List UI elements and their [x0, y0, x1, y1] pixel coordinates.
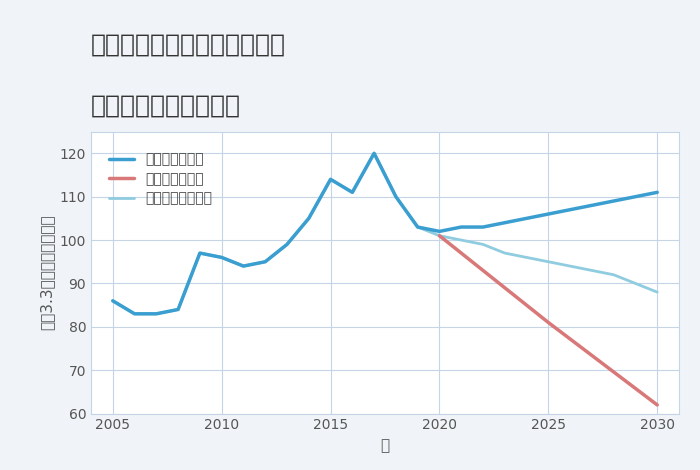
ノーマルシナリオ — [174, 306, 182, 312]
ノーマルシナリオ — [196, 250, 204, 256]
ノーマルシナリオ — [326, 177, 335, 182]
グッドシナリオ — [457, 224, 466, 230]
グッドシナリオ — [174, 306, 182, 312]
ノーマルシナリオ — [500, 250, 509, 256]
グッドシナリオ — [631, 194, 640, 199]
ノーマルシナリオ — [588, 267, 596, 273]
グッドシナリオ — [108, 298, 117, 304]
ノーマルシナリオ — [304, 216, 313, 221]
バッドシナリオ — [435, 233, 444, 239]
Text: 中古戸建ての価格推移: 中古戸建ての価格推移 — [91, 94, 241, 118]
ノーマルシナリオ — [479, 242, 487, 247]
グッドシナリオ — [239, 263, 248, 269]
Line: ノーマルシナリオ: ノーマルシナリオ — [113, 153, 657, 314]
グッドシナリオ — [304, 216, 313, 221]
Line: バッドシナリオ: バッドシナリオ — [440, 236, 657, 405]
X-axis label: 年: 年 — [380, 438, 390, 453]
グッドシナリオ — [283, 242, 291, 247]
ノーマルシナリオ — [370, 150, 378, 156]
グッドシナリオ — [218, 255, 226, 260]
グッドシナリオ — [370, 150, 378, 156]
ノーマルシナリオ — [130, 311, 139, 317]
Line: グッドシナリオ: グッドシナリオ — [113, 153, 657, 314]
グッドシナリオ — [414, 224, 422, 230]
ノーマルシナリオ — [261, 259, 270, 265]
Legend: グッドシナリオ, バッドシナリオ, ノーマルシナリオ: グッドシナリオ, バッドシナリオ, ノーマルシナリオ — [104, 147, 218, 211]
グッドシナリオ — [522, 216, 531, 221]
バッドシナリオ — [653, 402, 662, 408]
グッドシナリオ — [479, 224, 487, 230]
グッドシナリオ — [653, 189, 662, 195]
グッドシナリオ — [588, 203, 596, 208]
ノーマルシナリオ — [108, 298, 117, 304]
グッドシナリオ — [348, 189, 356, 195]
バッドシナリオ — [544, 320, 552, 325]
ノーマルシナリオ — [435, 233, 444, 239]
ノーマルシナリオ — [631, 281, 640, 286]
グッドシナリオ — [435, 228, 444, 234]
ノーマルシナリオ — [566, 263, 574, 269]
Text: 愛知県名古屋市天白区中平の: 愛知県名古屋市天白区中平の — [91, 33, 286, 57]
グッドシナリオ — [196, 250, 204, 256]
グッドシナリオ — [130, 311, 139, 317]
グッドシナリオ — [610, 198, 618, 204]
ノーマルシナリオ — [544, 259, 552, 265]
グッドシナリオ — [152, 311, 160, 317]
ノーマルシナリオ — [610, 272, 618, 278]
ノーマルシナリオ — [414, 224, 422, 230]
Y-axis label: 坪（3.3㎡）単価（万円）: 坪（3.3㎡）単価（万円） — [39, 215, 54, 330]
ノーマルシナリオ — [218, 255, 226, 260]
ノーマルシナリオ — [653, 290, 662, 295]
ノーマルシナリオ — [457, 237, 466, 243]
グッドシナリオ — [326, 177, 335, 182]
ノーマルシナリオ — [239, 263, 248, 269]
グッドシナリオ — [544, 211, 552, 217]
グッドシナリオ — [392, 194, 400, 199]
グッドシナリオ — [261, 259, 270, 265]
ノーマルシナリオ — [348, 189, 356, 195]
ノーマルシナリオ — [283, 242, 291, 247]
グッドシナリオ — [566, 207, 574, 212]
ノーマルシナリオ — [152, 311, 160, 317]
ノーマルシナリオ — [522, 255, 531, 260]
グッドシナリオ — [500, 220, 509, 226]
ノーマルシナリオ — [392, 194, 400, 199]
